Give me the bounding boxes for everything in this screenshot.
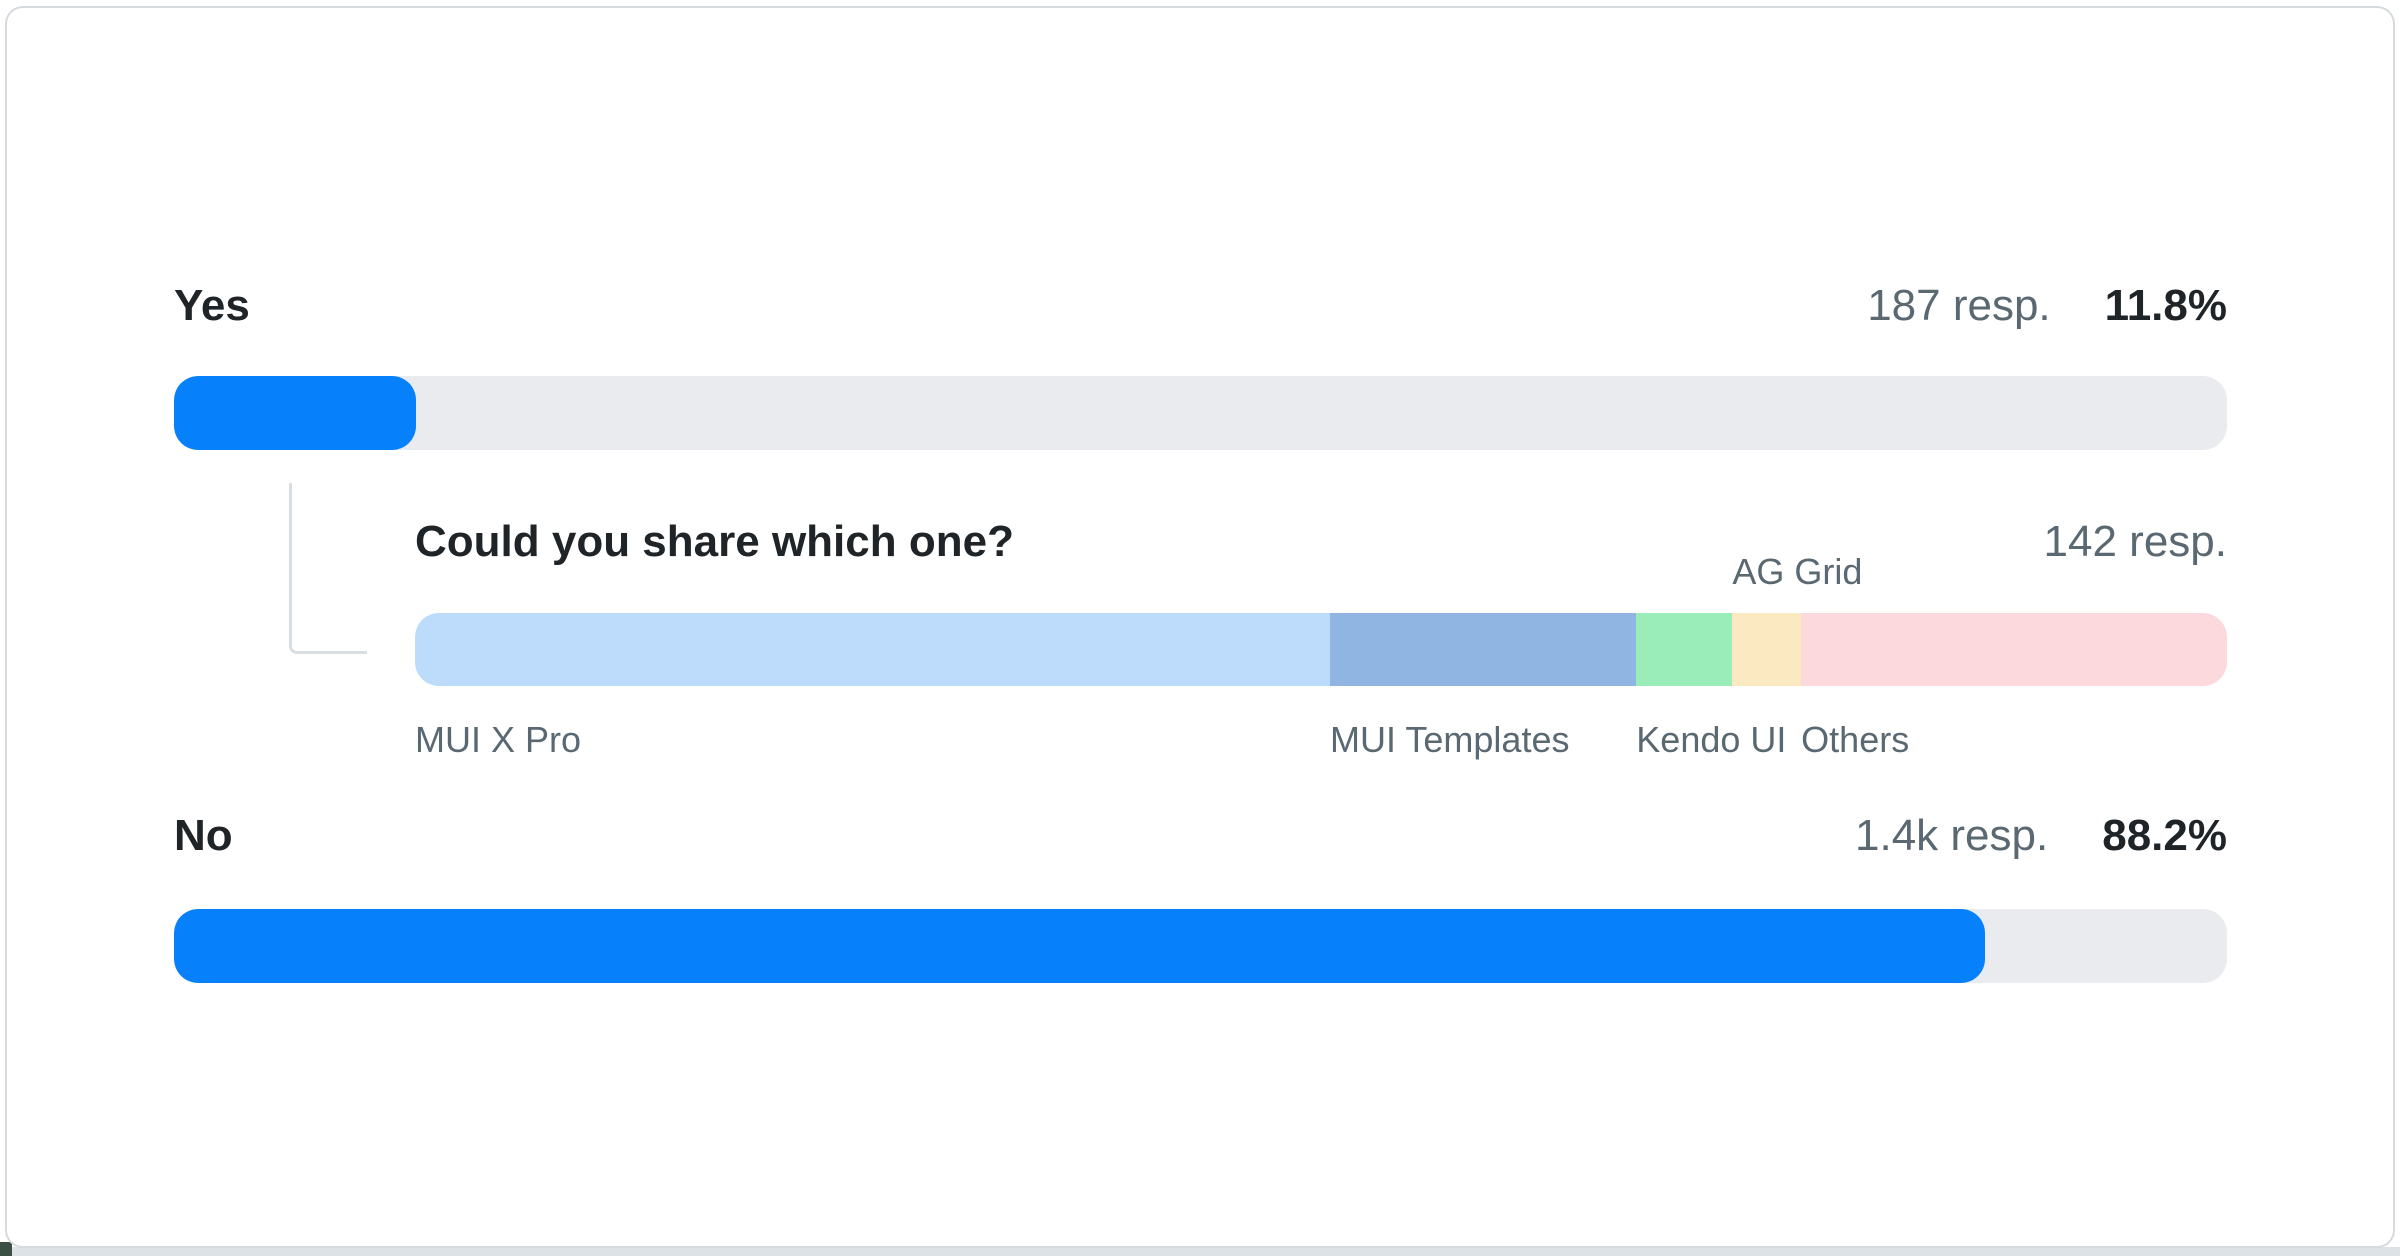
row-yes-bar-fill[interactable]: [174, 376, 417, 450]
row-no-header: No 1.4k resp. 88.2%: [174, 810, 2227, 862]
row-yes-bar-track[interactable]: [174, 376, 2227, 450]
row-yes-header: Yes 187 resp. 11.8%: [174, 280, 2227, 332]
row-yes-response-count: 187 resp.: [1867, 281, 2051, 330]
subquestion-title: Could you share which one?: [415, 517, 1014, 566]
segment-kendo-ui[interactable]: [1636, 613, 1733, 686]
survey-results-card: Yes 187 resp. 11.8% Could you share whic…: [5, 6, 2395, 1248]
row-no-response-count: 1.4k resp.: [1855, 811, 2049, 860]
segment-mui-x-pro[interactable]: [415, 613, 1331, 686]
subquestion-header: Could you share which one? 142 resp.: [415, 516, 2227, 568]
segment-ag-grid[interactable]: [1732, 613, 1802, 686]
row-no-percent: 88.2%: [2102, 811, 2227, 860]
row-yes-label: Yes: [174, 281, 250, 330]
row-yes-stats: 187 resp. 11.8%: [1867, 280, 2227, 332]
row-no-bar-track[interactable]: [174, 909, 2227, 983]
segment-label-mui-templates: MUI Templates: [1330, 719, 1570, 760]
subquestion-connector-line: [289, 483, 367, 654]
segment-others[interactable]: [1801, 613, 2227, 686]
row-no-bar-fill[interactable]: [174, 909, 1985, 983]
segment-label-others: Others: [1801, 719, 1910, 760]
page-bottom-strip: [0, 1247, 2400, 1256]
row-yes-percent: 11.8%: [2104, 281, 2227, 330]
stacked-bar: [415, 613, 2227, 686]
row-no-label: No: [174, 811, 233, 860]
segment-mui-templates[interactable]: [1330, 613, 1637, 686]
stacked-bar-wrap: MUI X Pro MUI Templates Kendo UI AG Grid Oth…: [415, 551, 2227, 760]
segment-label-kendo-ui: Kendo UI: [1636, 719, 1787, 760]
segment-label-mui-x-pro: MUI X Pro: [415, 719, 582, 760]
background-corner-peek: [0, 1242, 12, 1256]
row-no-stats: 1.4k resp. 88.2%: [1855, 810, 2227, 862]
subquestion-response-count: 142 resp.: [2043, 517, 2227, 566]
segment-label-ag-grid: AG Grid: [1732, 551, 1863, 592]
